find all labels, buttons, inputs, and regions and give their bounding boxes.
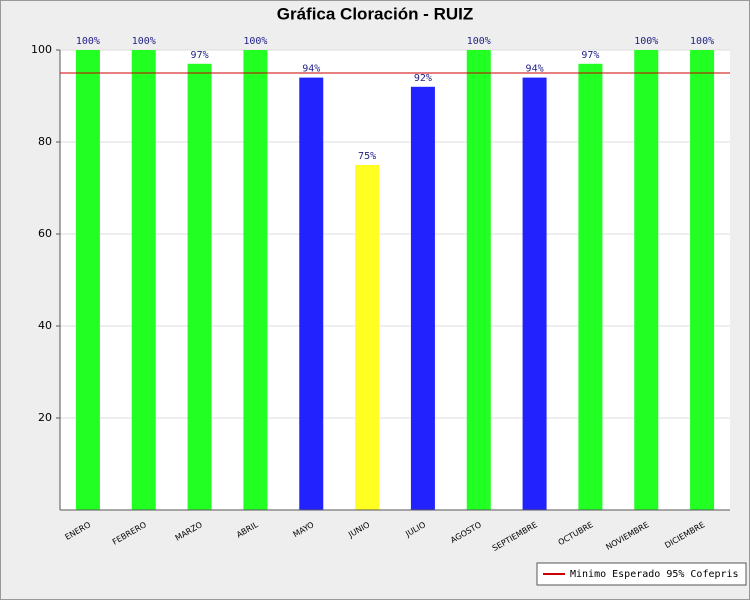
chart-title: Gráfica Cloración - RUIZ [277,4,473,23]
value-label: 97% [581,50,599,61]
bar [75,50,100,510]
value-label: 100% [634,36,658,47]
bar [355,165,380,510]
plot-area [60,50,730,510]
bar [299,77,324,510]
value-label: 92% [414,73,432,84]
bar [578,63,603,511]
bar [410,86,435,511]
value-label: 100% [243,36,267,47]
value-label: 94% [302,64,320,75]
value-label: 100% [690,36,714,47]
bar [690,50,715,510]
legend-label: Minimo Esperado 95% Cofepris [570,569,739,580]
bar [131,50,156,510]
value-label: 100% [467,36,491,47]
bar [634,50,659,510]
y-tick-label: 60 [38,227,52,240]
value-label: 97% [191,50,209,61]
bar [466,50,491,510]
value-label: 75% [358,151,376,162]
y-tick-label: 100 [31,43,52,56]
value-label: 100% [132,36,156,47]
bar [187,63,212,511]
y-tick-label: 20 [38,411,52,424]
value-label: 100% [76,36,100,47]
legend-box [536,562,747,586]
y-tick-label: 40 [38,319,52,332]
bar [522,77,547,510]
value-label: 94% [526,64,544,75]
y-tick-label: 80 [38,135,52,148]
bar [243,50,268,510]
